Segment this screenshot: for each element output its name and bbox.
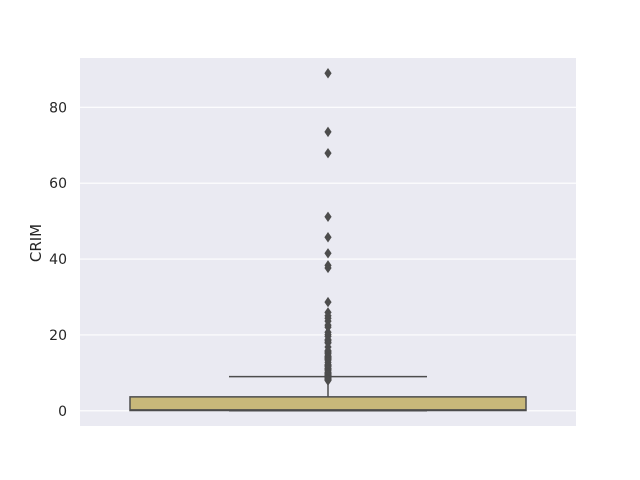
outlier-point — [324, 248, 332, 259]
y-tick-label: 40 — [49, 252, 67, 268]
outlier-point — [324, 375, 332, 386]
outlier-point — [324, 296, 332, 308]
box-element — [129, 375, 527, 412]
y-tick-label: 0 — [58, 404, 67, 420]
outlier-point — [324, 126, 332, 138]
y-tick-label: 60 — [49, 176, 67, 192]
outlier-points — [324, 68, 332, 386]
outlier-point — [324, 211, 332, 223]
y-tick-label: 20 — [49, 328, 67, 344]
outlier-point — [324, 262, 332, 274]
outlier-point — [324, 68, 332, 79]
outlier-point — [324, 147, 332, 159]
y-tick-label: 80 — [49, 100, 67, 116]
iqr-box — [129, 396, 527, 412]
outlier-point — [324, 232, 332, 243]
y-tick-labels: 0 20 40 60 80 — [49, 100, 67, 420]
y-axis-label: CRIM — [27, 224, 45, 262]
